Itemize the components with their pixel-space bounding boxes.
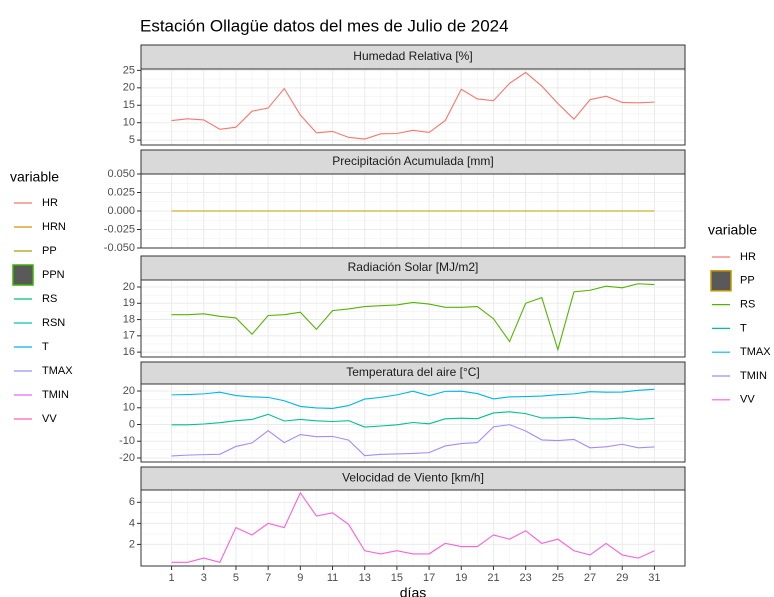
legend-label: RS <box>740 299 755 311</box>
y-tick-label: 0.025 <box>107 186 135 198</box>
x-tick-label: 25 <box>552 572 564 584</box>
legend-label: TMIN <box>42 389 69 401</box>
x-tick-label: 21 <box>487 572 499 584</box>
legend-title: variable <box>10 169 59 185</box>
legend-label: HR <box>42 197 58 209</box>
legend-label: VV <box>42 413 57 425</box>
y-tick-label: 18 <box>123 313 135 325</box>
y-tick-label: 17 <box>123 330 135 342</box>
legend-label: RSN <box>42 317 65 329</box>
y-tick-label: 20 <box>123 82 135 94</box>
x-tick-label: 5 <box>233 572 239 584</box>
x-tick-label: 1 <box>169 572 175 584</box>
legend-label: VV <box>740 394 755 406</box>
y-tick-label: 0.000 <box>107 205 135 217</box>
legend-label: T <box>42 341 49 353</box>
legend-key <box>710 270 732 292</box>
x-tick-label: 31 <box>648 572 660 584</box>
legend-label: PPN <box>42 269 65 281</box>
strip-label: Precipitación Acumulada [mm] <box>332 154 493 168</box>
strip-label: Velocidad de Viento [km/h] <box>342 471 484 485</box>
strip <box>140 361 686 385</box>
strip-label: Radiación Solar [MJ/m2] <box>348 260 479 274</box>
x-tick-label: 27 <box>584 572 596 584</box>
legend-label: T <box>740 322 747 334</box>
y-tick-label: -0.025 <box>104 223 135 235</box>
strip-label: Temperatura del aire [°C] <box>346 365 480 379</box>
y-tick-label: 20 <box>123 281 135 293</box>
y-tick-label: 10 <box>123 402 135 414</box>
x-tick-label: 29 <box>616 572 628 584</box>
series-line <box>171 411 655 428</box>
legend-key <box>12 264 34 286</box>
legend-label: PP <box>740 275 755 287</box>
strip <box>140 44 686 70</box>
strip <box>140 466 686 491</box>
x-tick-label: 23 <box>520 572 532 584</box>
legend-label: TMAX <box>740 346 771 358</box>
y-tick-label: 16 <box>123 346 135 358</box>
y-tick-label: 19 <box>123 297 135 309</box>
chart-title: Estación Ollagüe datos del mes de Julio … <box>140 16 509 35</box>
strip-label: Humedad Relativa [%] <box>353 49 472 63</box>
strip <box>140 255 686 281</box>
x-axis-title: días <box>400 585 426 597</box>
legend-title: variable <box>708 222 757 238</box>
y-tick-label: 20 <box>123 385 135 397</box>
legend-label: TMIN <box>740 370 767 382</box>
x-tick-label: 15 <box>391 572 403 584</box>
series-line <box>171 491 655 563</box>
legend-label: RS <box>42 293 57 305</box>
y-tick-label: 5 <box>129 134 135 146</box>
strip <box>140 149 686 175</box>
y-tick-label: -10 <box>119 435 135 447</box>
y-tick-label: -0.050 <box>104 242 135 254</box>
x-tick-label: 3 <box>201 572 207 584</box>
series-line <box>171 424 655 457</box>
y-tick-label: 2 <box>129 538 135 550</box>
series-line <box>171 388 655 409</box>
x-tick-label: 11 <box>327 572 338 584</box>
series-line <box>171 283 655 352</box>
y-tick-label: -20 <box>119 452 135 464</box>
x-tick-label: 19 <box>455 572 467 584</box>
legend-label: PP <box>42 245 57 257</box>
y-tick-label: 10 <box>123 117 135 129</box>
series-line <box>171 71 655 140</box>
x-tick-label: 13 <box>359 572 371 584</box>
y-tick-label: 25 <box>123 64 135 76</box>
legend-label: HR <box>740 251 756 263</box>
y-tick-label: 6 <box>129 496 135 508</box>
y-tick-label: 4 <box>129 517 135 529</box>
y-tick-label: 0 <box>129 418 135 430</box>
legend-label: TMAX <box>42 365 73 377</box>
y-tick-label: 15 <box>123 99 135 111</box>
x-tick-label: 9 <box>297 572 303 584</box>
y-tick-label: 0.050 <box>107 168 135 180</box>
legend-label: HRN <box>42 221 66 233</box>
x-tick-label: 17 <box>423 572 435 584</box>
x-tick-label: 7 <box>265 572 271 584</box>
